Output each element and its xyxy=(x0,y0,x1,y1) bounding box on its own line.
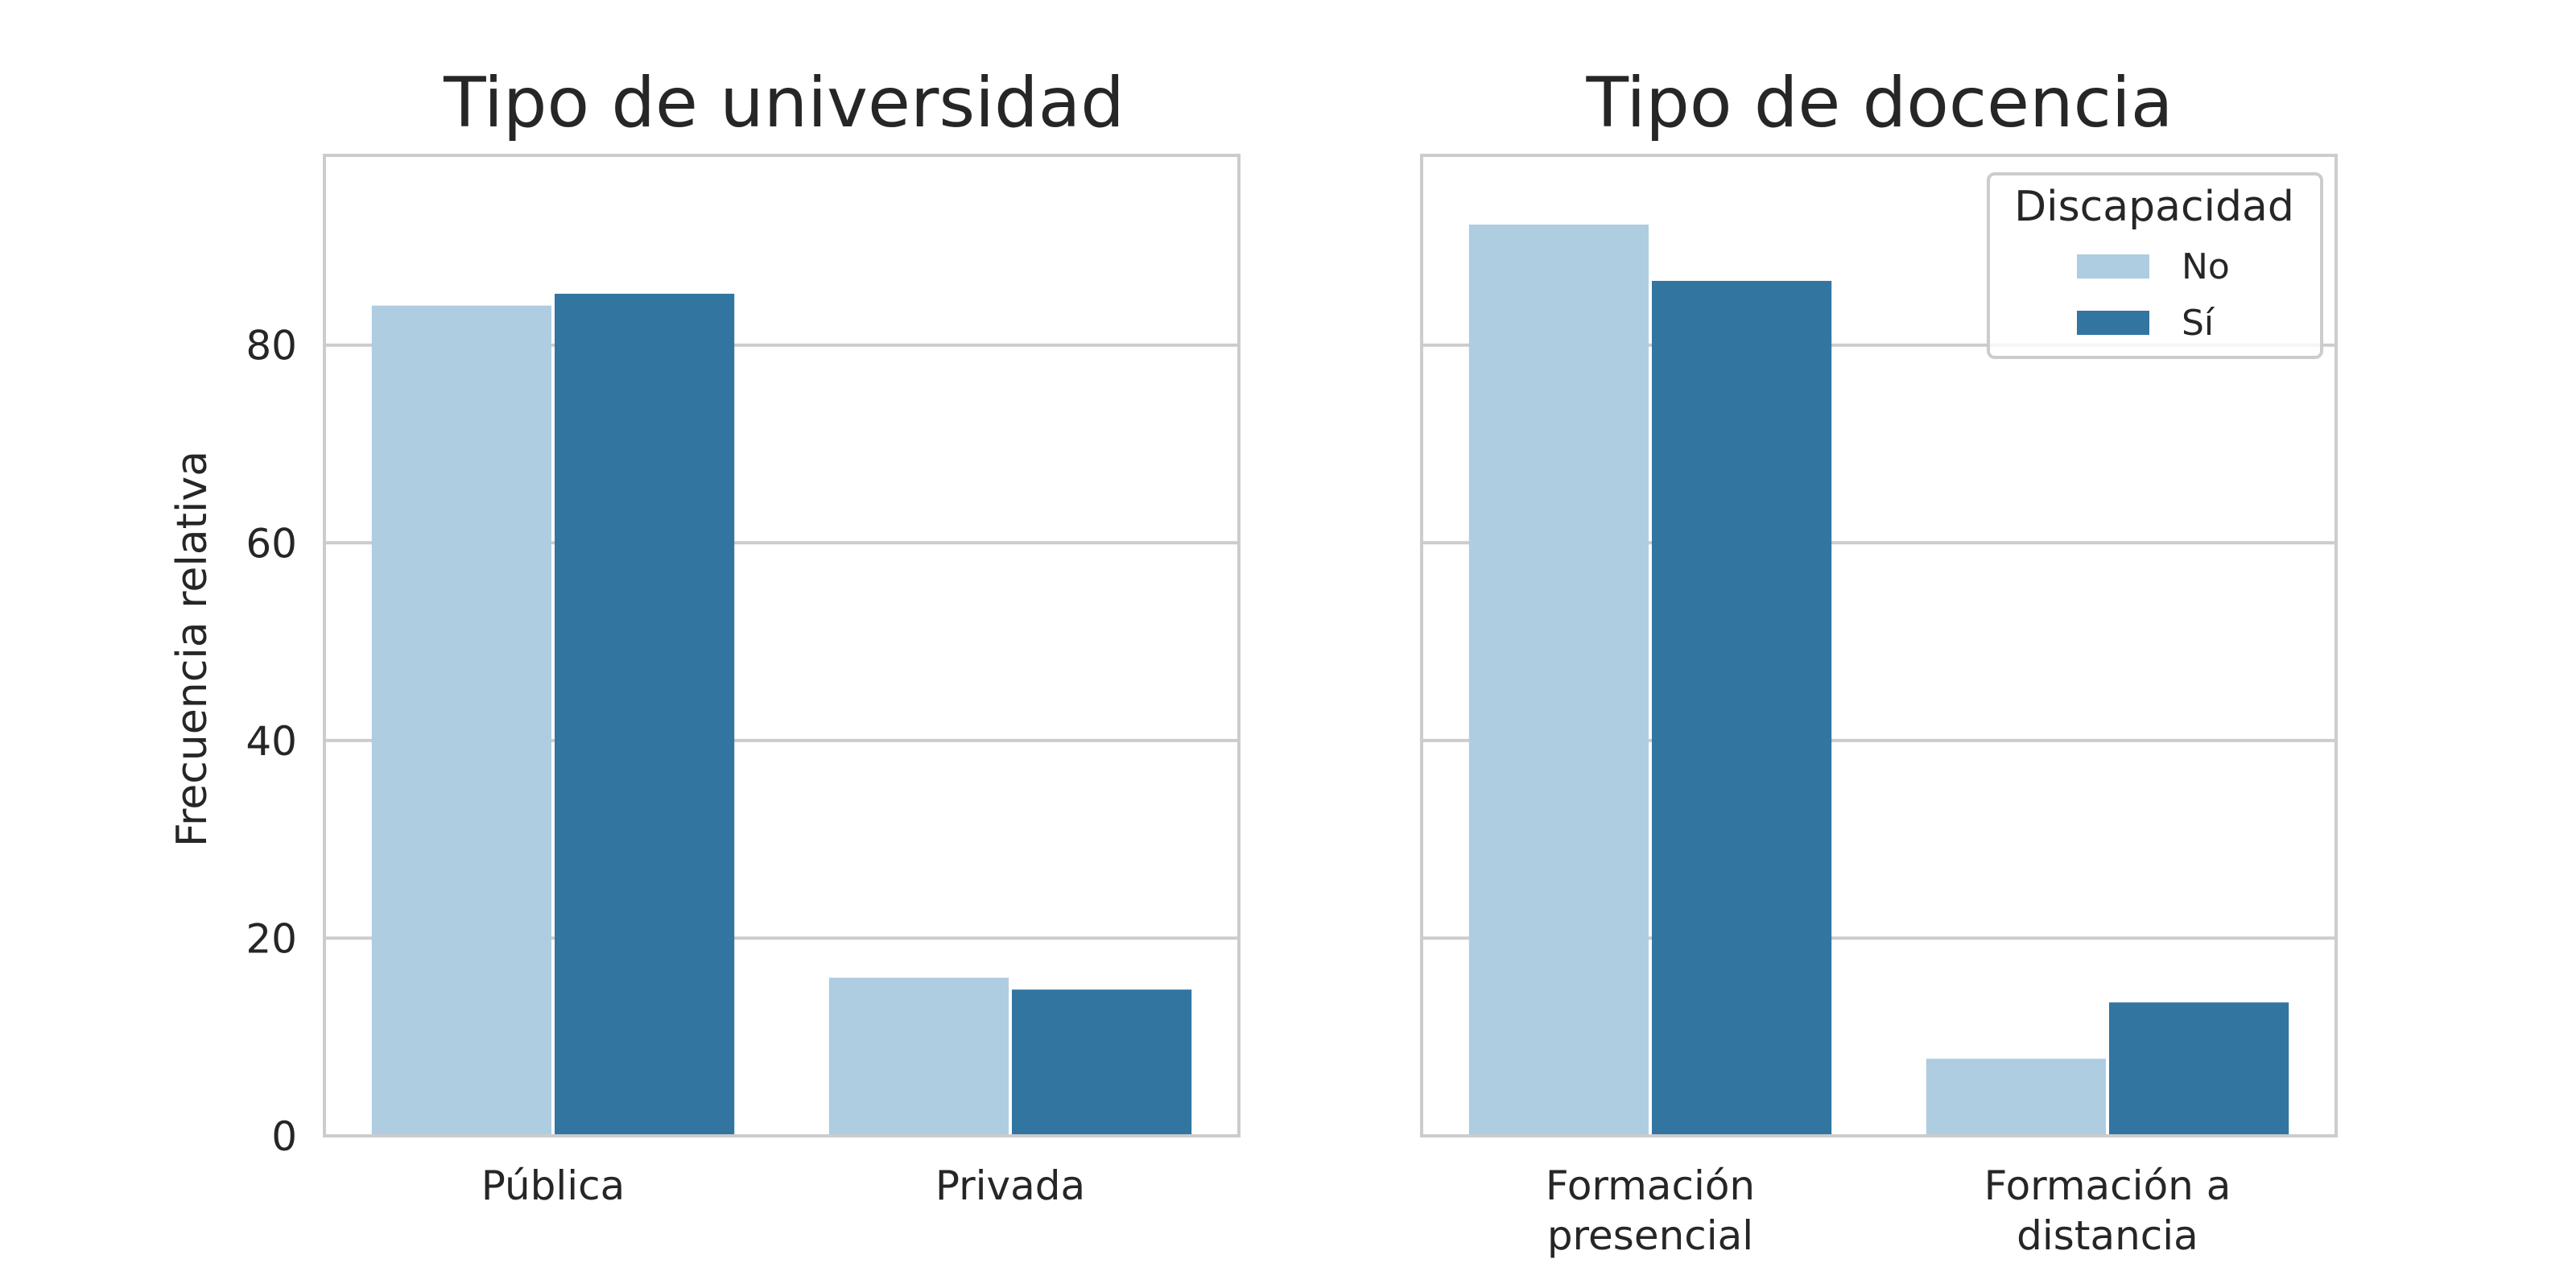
y-axis-label: Frecuencia relativa xyxy=(168,451,217,847)
x-tick-label: Pública xyxy=(481,1162,625,1209)
legend-label-si: Sí xyxy=(2182,303,2215,344)
legend-box xyxy=(1987,172,2323,359)
legend-swatch-si xyxy=(2077,311,2149,335)
bar-universidad-no-0 xyxy=(371,305,551,1136)
legend-label-no: No xyxy=(2182,246,2230,287)
plot-frame xyxy=(323,154,1241,1137)
y-tick-label: 0 xyxy=(271,1113,297,1160)
chart-title-universidad: Tipo de universidad xyxy=(443,63,1125,143)
y-tick-label: 40 xyxy=(246,718,297,765)
y-tick-label: 20 xyxy=(246,915,297,962)
x-tick-label: Privada xyxy=(935,1162,1085,1209)
x-tick-label: Formación a distancia xyxy=(1984,1162,2231,1259)
y-tick-label: 80 xyxy=(246,323,297,369)
legend-title: Discapacidad xyxy=(2014,183,2294,231)
chart-title-docencia: Tipo de docencia xyxy=(1586,63,2174,143)
x-tick-label: Formación presencial xyxy=(1546,1162,1755,1259)
bar-universidad-si-1 xyxy=(1012,989,1192,1136)
legend-swatch-no xyxy=(2077,254,2149,279)
bar-docencia-si-1 xyxy=(2109,1002,2289,1136)
chart-panel-universidad: Tipo de universidad Frecuencia relativa … xyxy=(168,63,1241,1209)
bar-docencia-no-1 xyxy=(1926,1059,2106,1136)
bar-docencia-no-0 xyxy=(1468,224,1649,1137)
bar-docencia-si-0 xyxy=(1652,280,1832,1136)
bar-universidad-no-1 xyxy=(828,977,1009,1136)
legend: Discapacidad No Sí xyxy=(1987,172,2323,359)
chart-panel-docencia: Tipo de docencia Formación presencial Form… xyxy=(1420,63,2338,1259)
bar-universidad-si-0 xyxy=(555,293,735,1137)
plot-frame xyxy=(1420,154,2338,1137)
y-tick-label: 60 xyxy=(246,520,297,567)
